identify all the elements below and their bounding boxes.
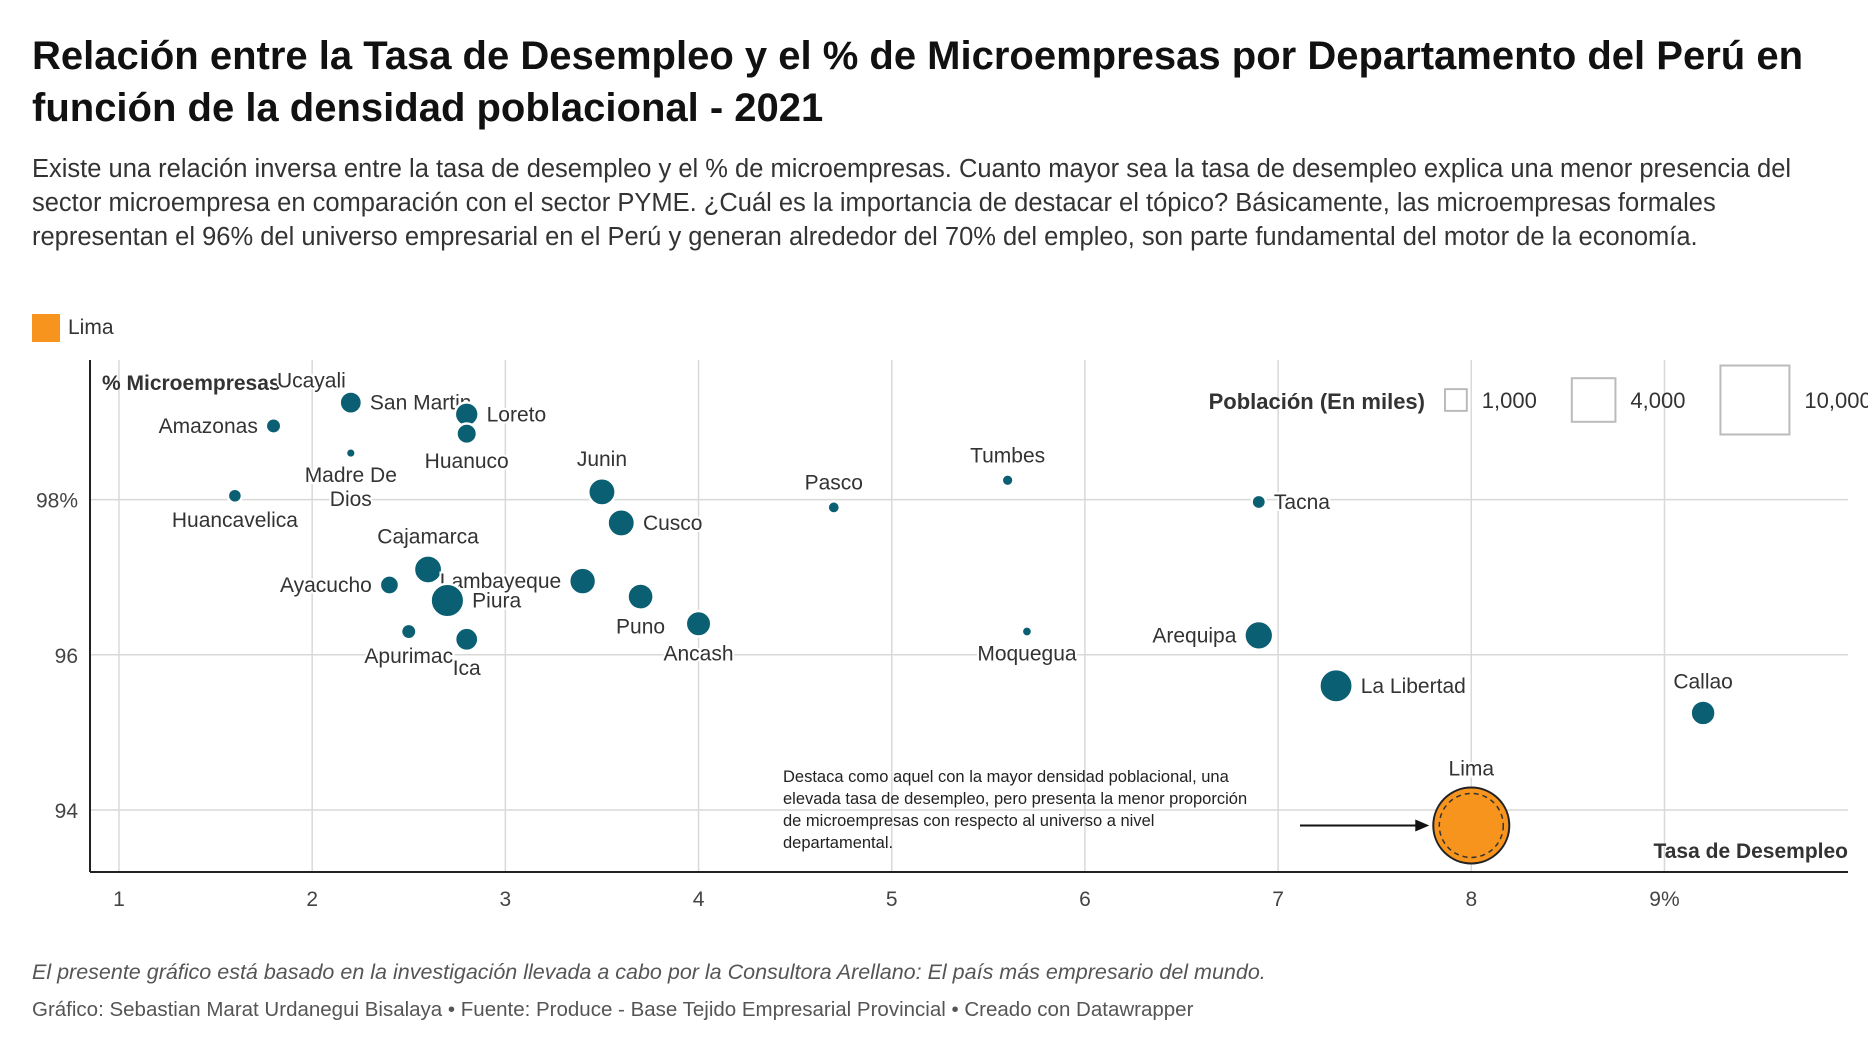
- point-pasco: [826, 500, 842, 515]
- footer-note: El presente gráfico está basado en la in…: [32, 960, 1266, 984]
- point-label-huanuco: Huanuco: [425, 450, 509, 473]
- point-label-lima: Lima: [1449, 757, 1495, 780]
- annotation-text-line: de microempresas con respecto al univers…: [783, 812, 1154, 830]
- point-label-ucayali: Ucayali: [277, 370, 346, 393]
- chart-title: Relación entre la Tasa de Desempleo y el…: [32, 34, 1803, 130]
- x-tick-label: 9%: [1649, 888, 1679, 911]
- point-label-madre-de-dios: Madre De Dios: [305, 464, 397, 511]
- size-legend-label: 10,000: [1804, 388, 1868, 413]
- point-label-callao: Callao: [1673, 671, 1733, 694]
- point-label-puno: Puno: [616, 616, 665, 639]
- point-label-tumbes: Tumbes: [970, 444, 1045, 467]
- point-huanuco: [455, 422, 479, 446]
- annotation-text-line: Destaca como aquel con la mayor densidad…: [783, 768, 1230, 786]
- point-label-pasco: Pasco: [805, 471, 863, 494]
- point-ancash: [684, 609, 713, 638]
- point-label-piura: Piura: [472, 589, 521, 612]
- point-label-moquegua: Moquegua: [977, 643, 1077, 666]
- point-callao: [1689, 699, 1717, 727]
- lima-annotation: Destaca como aquel con la mayor densidad…: [783, 768, 1430, 852]
- point-huancavelica: [226, 487, 244, 505]
- color-legend: Lima: [32, 313, 114, 343]
- point-san-martin: [338, 390, 364, 416]
- size-legend: Población (En miles) 1,000 4,000 10,000: [1209, 364, 1868, 436]
- y-tick-label: 94: [55, 800, 79, 823]
- size-legend-square: [1444, 388, 1468, 412]
- annotation-arrowhead: [1415, 819, 1430, 832]
- point-apurimac: [399, 622, 418, 641]
- chart-subtitle: Existe una relación inversa entre la tas…: [32, 155, 1792, 251]
- point-lambayeque: [567, 566, 598, 596]
- point-label-loreto: Loreto: [487, 403, 547, 426]
- y-tick-label: 96: [55, 645, 78, 668]
- y-tick-label: 98%: [36, 490, 78, 513]
- point-junin: [587, 476, 617, 507]
- footer-credits: Gráfico: Sebastian Marat Urdanegui Bisal…: [32, 998, 1194, 1021]
- y-axis-title: % Microempresas: [102, 372, 281, 395]
- annotation-text-line: departamental.: [783, 834, 893, 852]
- point-ica: [453, 626, 480, 653]
- point-tumbes: [1000, 473, 1015, 488]
- x-tick-label: 7: [1272, 888, 1284, 911]
- point-ring-lima: [1438, 792, 1505, 859]
- point-madre-de-dios: [344, 447, 357, 460]
- size-legend-label: 1,000: [1482, 388, 1537, 413]
- point-moquegua: [1020, 625, 1034, 638]
- point-arequipa: [1243, 619, 1275, 652]
- point-label-ancash: Ancash: [664, 642, 734, 665]
- x-tick-label: 8: [1465, 888, 1477, 911]
- x-axis-title: Tasa de Desempleo: [1653, 840, 1848, 863]
- point-label-junin: Junin: [577, 448, 627, 471]
- point-label-arequipa: Arequipa: [1152, 624, 1236, 647]
- size-legend-square: [1719, 364, 1791, 436]
- point-label-ayacucho: Ayacucho: [280, 574, 372, 597]
- point-amazonas: [264, 416, 283, 435]
- point-puno: [626, 582, 655, 611]
- point-label-apurimac: Apurimac: [364, 645, 453, 668]
- point-label-la-libertad: La Libertad: [1361, 675, 1466, 698]
- x-tick-label: 6: [1079, 888, 1091, 911]
- point-label-tacna: Tacna: [1274, 491, 1330, 514]
- point-label-huancavelica: Huancavelica: [172, 509, 298, 532]
- legend-swatch-lima: [32, 314, 60, 342]
- size-legend-square: [1570, 377, 1617, 423]
- point-label-cusco: Cusco: [643, 512, 703, 535]
- size-legend-label: 4,000: [1630, 388, 1685, 413]
- size-legend-title: Población (En miles): [1209, 389, 1425, 414]
- annotation-text-line: elevada tasa de desempleo, pero presenta…: [783, 790, 1247, 808]
- x-tick-label: 1: [113, 888, 125, 911]
- point-label-cajamarca: Cajamarca: [377, 525, 479, 548]
- x-tick-label: 3: [500, 888, 512, 911]
- point-cajamarca: [412, 554, 444, 585]
- scatter-chart: 1 2 3 4 5 6 7 8 9% 94 96 98% % Microempresas Tasa de …: [36, 360, 1868, 911]
- point-label-amazonas: Amazonas: [159, 415, 258, 438]
- x-tick-label: 2: [306, 888, 318, 911]
- point-lima: [1432, 786, 1511, 865]
- point-tacna: [1250, 493, 1268, 511]
- point-cusco: [606, 507, 637, 538]
- point-piura: [429, 582, 466, 619]
- point-ayacucho: [378, 574, 401, 596]
- x-tick-label: 5: [886, 888, 898, 911]
- x-tick-label: 4: [693, 888, 705, 911]
- point-label-ica: Ica: [453, 657, 481, 680]
- legend-label-lima: Lima: [68, 316, 114, 339]
- point-la-libertad: [1318, 667, 1354, 704]
